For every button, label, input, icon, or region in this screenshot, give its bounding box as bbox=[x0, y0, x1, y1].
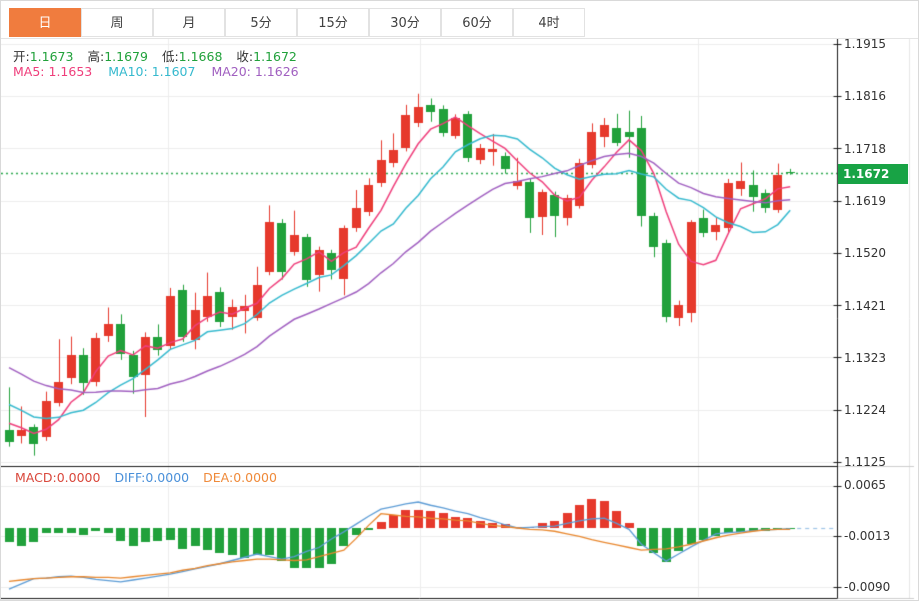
tab-week[interactable]: 周 bbox=[81, 8, 153, 37]
ohlc-quote-row: 开:1.1673 高:1.1679 低:1.1668 收:1.1672 bbox=[13, 46, 311, 65]
close-label: 收: bbox=[236, 49, 254, 64]
macd-tick-1: -0.0013 bbox=[844, 529, 891, 543]
ma10-readout: MA10: 1.1607 bbox=[108, 64, 196, 79]
tab-5min[interactable]: 5分 bbox=[225, 8, 297, 37]
price-tick-0: 1.1915 bbox=[844, 37, 886, 51]
dea-readout: DEA:0.0000 bbox=[203, 470, 277, 485]
tab-15min[interactable]: 15分 bbox=[297, 8, 369, 37]
price-tick-3: 1.1619 bbox=[844, 194, 886, 208]
macd-readout: MACD:0.0000 bbox=[15, 470, 101, 485]
high-label: 高: bbox=[87, 49, 105, 64]
price-tick-7: 1.1224 bbox=[844, 403, 886, 417]
ma20-readout: MA20: 1.1626 bbox=[211, 64, 299, 79]
diff-readout: DIFF:0.0000 bbox=[114, 470, 190, 485]
tab-4hour[interactable]: 4时 bbox=[513, 8, 585, 37]
tab-day[interactable]: 日 bbox=[9, 8, 81, 37]
price-tick-4: 1.1520 bbox=[844, 246, 886, 260]
price-tick-6: 1.1323 bbox=[844, 350, 886, 365]
ma5-readout: MA5: 1.1653 bbox=[13, 64, 93, 79]
current-price-badge: 1.1672 bbox=[838, 164, 908, 184]
price-tick-8: 1.1125 bbox=[844, 455, 886, 469]
period-tabbar: 日 周 月 5分 15分 30分 60分 4时 bbox=[1, 1, 918, 39]
tab-60min[interactable]: 60分 bbox=[441, 8, 513, 37]
tab-month[interactable]: 月 bbox=[153, 8, 225, 37]
macd-values-row: MACD:0.0000 DIFF:0.0000 DEA:0.0000 bbox=[15, 470, 291, 485]
close-value: 1.1672 bbox=[253, 49, 297, 64]
macd-tick-0: 0.0065 bbox=[844, 478, 886, 492]
macd-tick-2: -0.0090 bbox=[844, 580, 891, 594]
tab-30min[interactable]: 30分 bbox=[369, 8, 441, 37]
price-tick-2: 1.1718 bbox=[844, 141, 886, 156]
ma-values-row: MA5: 1.1653 MA10: 1.1607 MA20: 1.1626 bbox=[13, 64, 315, 79]
price-tick-1: 1.1816 bbox=[844, 89, 886, 103]
high-value: 1.1679 bbox=[104, 49, 148, 64]
price-tick-5: 1.1421 bbox=[844, 298, 886, 313]
open-value: 1.1673 bbox=[29, 49, 74, 64]
low-label: 低: bbox=[161, 49, 179, 64]
low-value: 1.1668 bbox=[178, 49, 223, 64]
open-label: 开: bbox=[13, 49, 30, 64]
